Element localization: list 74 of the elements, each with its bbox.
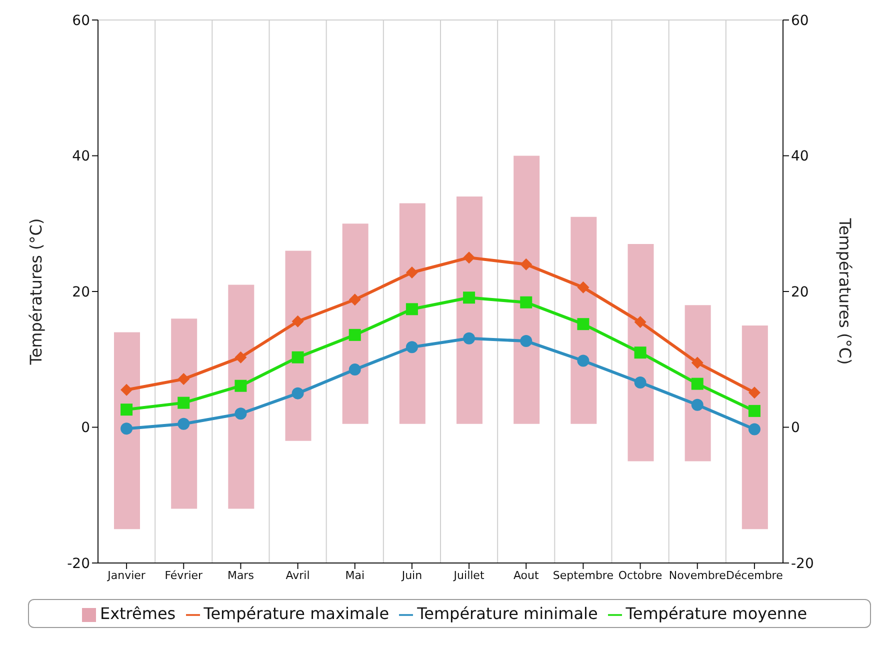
x-tick-label: Décembre <box>726 568 784 582</box>
x-tick-label: Novembre <box>668 568 726 582</box>
y2-tick-label: -20 <box>791 556 814 572</box>
bar <box>628 244 654 462</box>
point <box>520 296 532 308</box>
point <box>634 346 646 359</box>
point <box>406 303 418 316</box>
point <box>178 418 190 430</box>
point <box>120 404 133 416</box>
y2-tick-label: 20 <box>791 284 809 300</box>
y2-tick-label: 40 <box>791 148 809 165</box>
bar <box>171 318 198 509</box>
x-tick-label: Janvier <box>106 568 146 582</box>
legend-label: Extrêmes <box>100 604 176 623</box>
point <box>292 351 304 364</box>
point <box>577 281 590 294</box>
y-tick-label: 60 <box>72 12 90 29</box>
point <box>406 341 418 354</box>
point <box>292 315 304 328</box>
y-tick-label: 0 <box>81 420 90 436</box>
point <box>748 423 760 436</box>
y-tick-label: -20 <box>67 556 90 572</box>
point <box>691 398 704 411</box>
x-tick-label: Juillet <box>452 568 485 582</box>
point <box>234 351 247 364</box>
point <box>520 335 532 348</box>
y2-tick-label: 0 <box>791 420 800 436</box>
bar <box>114 332 140 530</box>
x-tick-label: Juin <box>400 568 422 582</box>
point <box>577 354 590 367</box>
point <box>463 252 476 264</box>
legend-label: Température moyenne <box>626 604 808 623</box>
point <box>463 332 476 344</box>
y-tick-label: 40 <box>72 148 90 165</box>
x-tick-label: Septembre <box>552 568 614 582</box>
x-tick-label: Mai <box>345 568 365 582</box>
legend-label: Température minimale <box>417 604 598 623</box>
point <box>178 373 190 386</box>
bar <box>228 284 254 509</box>
bar <box>570 216 597 424</box>
point <box>634 316 646 328</box>
point <box>178 396 190 409</box>
point <box>348 294 361 306</box>
x-tick-label: Mars <box>227 568 254 582</box>
point <box>234 380 247 392</box>
bar <box>399 203 426 424</box>
x-tick-label: Avril <box>286 568 310 582</box>
bar <box>342 224 368 424</box>
bar <box>456 196 482 424</box>
point <box>748 386 760 399</box>
legend-label: Température maximale <box>204 604 390 623</box>
x-tick-label: Octobre <box>618 568 662 582</box>
x-tick-label: Février <box>164 568 204 582</box>
point <box>120 422 133 435</box>
y2-axis-title: Températures (°C) <box>835 217 854 365</box>
x-tick-label: Aout <box>513 568 540 582</box>
y2-tick-label: 60 <box>791 12 809 29</box>
point <box>234 408 247 420</box>
point <box>691 356 704 369</box>
bar <box>514 156 540 424</box>
y-tick-label: 20 <box>72 284 90 300</box>
y-axis-title: Températures (°C) <box>26 218 46 366</box>
point <box>406 266 418 278</box>
point <box>577 318 590 330</box>
point <box>691 378 704 390</box>
point <box>748 404 760 417</box>
point <box>634 376 646 388</box>
point <box>120 384 133 396</box>
point <box>520 258 532 270</box>
point <box>292 387 304 400</box>
point <box>463 292 476 304</box>
point <box>348 328 361 341</box>
bar <box>742 325 768 530</box>
point <box>348 364 361 376</box>
